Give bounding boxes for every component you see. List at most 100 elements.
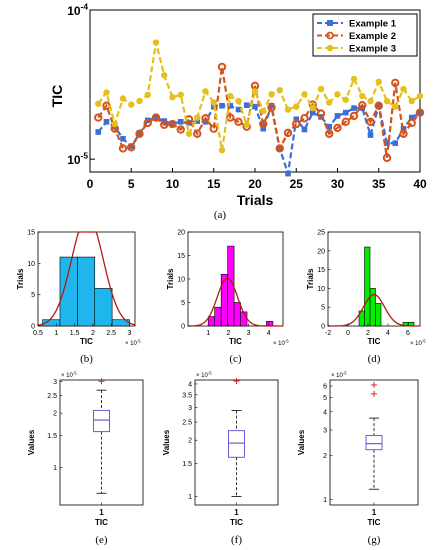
- x-tick-label-c: 2: [226, 330, 230, 337]
- y-axis-label-b: Trials: [16, 268, 25, 289]
- data-point-example-3: [210, 99, 217, 106]
- x-tick-label-a: 5: [128, 177, 135, 191]
- caption-g: (g): [368, 534, 381, 546]
- box-g: [365, 435, 383, 451]
- data-point-example-3: [400, 85, 407, 93]
- series-line-3: [97, 42, 421, 151]
- y-tick-label-b: 0: [31, 324, 35, 331]
- data-point-example-1: [243, 102, 250, 108]
- y-multiplier-e: × 10-5: [61, 370, 77, 379]
- legend-entry-3: Example 3: [349, 44, 396, 55]
- x-tick-label-d: 0: [346, 330, 350, 337]
- data-point-example-1: [285, 170, 291, 177]
- box-f: [228, 430, 245, 458]
- outlier-f: [233, 377, 240, 384]
- y-tick-label-d: 0: [321, 324, 325, 331]
- data-point-example-2: [176, 125, 185, 134]
- y-tick-label-c: 10: [177, 277, 185, 284]
- data-point-example-2: [160, 120, 169, 129]
- data-point-example-1: [128, 143, 135, 150]
- hist-bar-b: [77, 256, 96, 327]
- caption-f: (f): [231, 534, 242, 546]
- y-tick-label-f: 4: [188, 381, 192, 388]
- legend-marker-1: [327, 20, 333, 26]
- data-point-example-1: [252, 103, 258, 110]
- data-point-example-1: [408, 114, 415, 121]
- data-point-example-3: [218, 146, 226, 154]
- y-tick-label-e: 1.5: [47, 433, 57, 440]
- data-point-example-1: [342, 109, 349, 116]
- data-point-example-2: [168, 119, 177, 129]
- x-multiplier-b: × 10-5: [125, 338, 141, 347]
- data-point-example-3: [317, 85, 325, 93]
- data-point-example-2: [283, 128, 293, 138]
- y-tick-label-f: 3: [188, 405, 192, 412]
- data-point-example-3: [161, 72, 168, 79]
- data-point-example-1: [103, 118, 110, 125]
- caption-c: (c): [229, 353, 242, 365]
- y-multiplier-f: × 10-5: [196, 370, 212, 379]
- hist-bar-d: [375, 303, 382, 327]
- data-point-example-2: [226, 113, 235, 122]
- data-point-example-3: [103, 89, 110, 96]
- y-tick-label-g: 3: [323, 428, 327, 435]
- caption-e: (e): [95, 534, 108, 546]
- x-tick-label-b: 0.5: [33, 330, 43, 337]
- x-axis-label-a: Trials: [237, 192, 274, 208]
- category-tick-label-g: 1: [372, 508, 377, 517]
- data-point-example-1: [301, 126, 308, 133]
- data-point-example-3: [169, 94, 176, 101]
- x-tick-label-b: 2.5: [106, 330, 116, 337]
- data-point-example-2: [127, 143, 136, 152]
- data-point-example-1: [367, 132, 374, 138]
- data-point-example-3: [251, 88, 259, 95]
- data-point-example-2: [407, 118, 416, 128]
- y-tick-label-c: 15: [177, 253, 185, 260]
- data-point-example-2: [366, 117, 375, 126]
- data-point-example-3: [309, 104, 316, 112]
- data-point-example-3: [111, 120, 118, 128]
- data-point-example-3: [350, 75, 358, 83]
- data-point-example-2: [292, 119, 301, 129]
- data-point-example-3: [383, 97, 391, 105]
- x-axis-label-d: TIC: [368, 337, 381, 346]
- hist-bar-b: [94, 288, 113, 327]
- hist-bar-c: [233, 302, 241, 327]
- y-tick-label-g: 6: [323, 384, 327, 391]
- y-tick-label-g: 4: [323, 409, 327, 416]
- fit-curve-d: [327, 293, 421, 327]
- y-tick-label-d: 5: [321, 305, 325, 312]
- y-tick-label-b: 10: [27, 261, 35, 268]
- data-point-example-2: [300, 114, 309, 123]
- y-tick-label-e: 2: [53, 411, 57, 418]
- hist-bar-c: [220, 273, 228, 327]
- y-axis-label-e: Values: [27, 429, 36, 455]
- data-point-example-1: [334, 113, 341, 119]
- data-point-example-3: [276, 86, 283, 94]
- y-tick-label-d: 25: [317, 230, 325, 237]
- x-tick-label-c: 3: [247, 330, 251, 337]
- data-point-example-1: [392, 140, 399, 146]
- data-point-example-3: [408, 97, 415, 105]
- caption-d: (d): [368, 353, 381, 365]
- y-tick-label-e: 2.5: [47, 393, 57, 400]
- data-point-example-3: [128, 101, 135, 108]
- data-point-example-1: [95, 129, 102, 135]
- x-tick-label-a: 15: [207, 177, 221, 191]
- fit-curve-c: [187, 277, 284, 327]
- data-point-example-2: [415, 108, 425, 117]
- data-point-example-3: [359, 92, 366, 100]
- x-axis-label-e: TIC: [95, 518, 108, 527]
- x-tick-label-b: 3: [128, 330, 132, 337]
- data-point-example-3: [268, 91, 275, 98]
- data-point-example-2: [391, 78, 400, 88]
- y-tick-label-a: 10-4: [67, 2, 88, 18]
- legend-entry-2: Example 2: [349, 31, 396, 42]
- data-point-example-3: [194, 114, 201, 121]
- data-point-example-1: [177, 118, 184, 125]
- x-axis-label-c: TIC: [229, 337, 242, 346]
- legend-marker-2: [326, 31, 334, 40]
- y-tick-label-g: 1: [323, 497, 327, 504]
- data-point-example-3: [301, 91, 308, 98]
